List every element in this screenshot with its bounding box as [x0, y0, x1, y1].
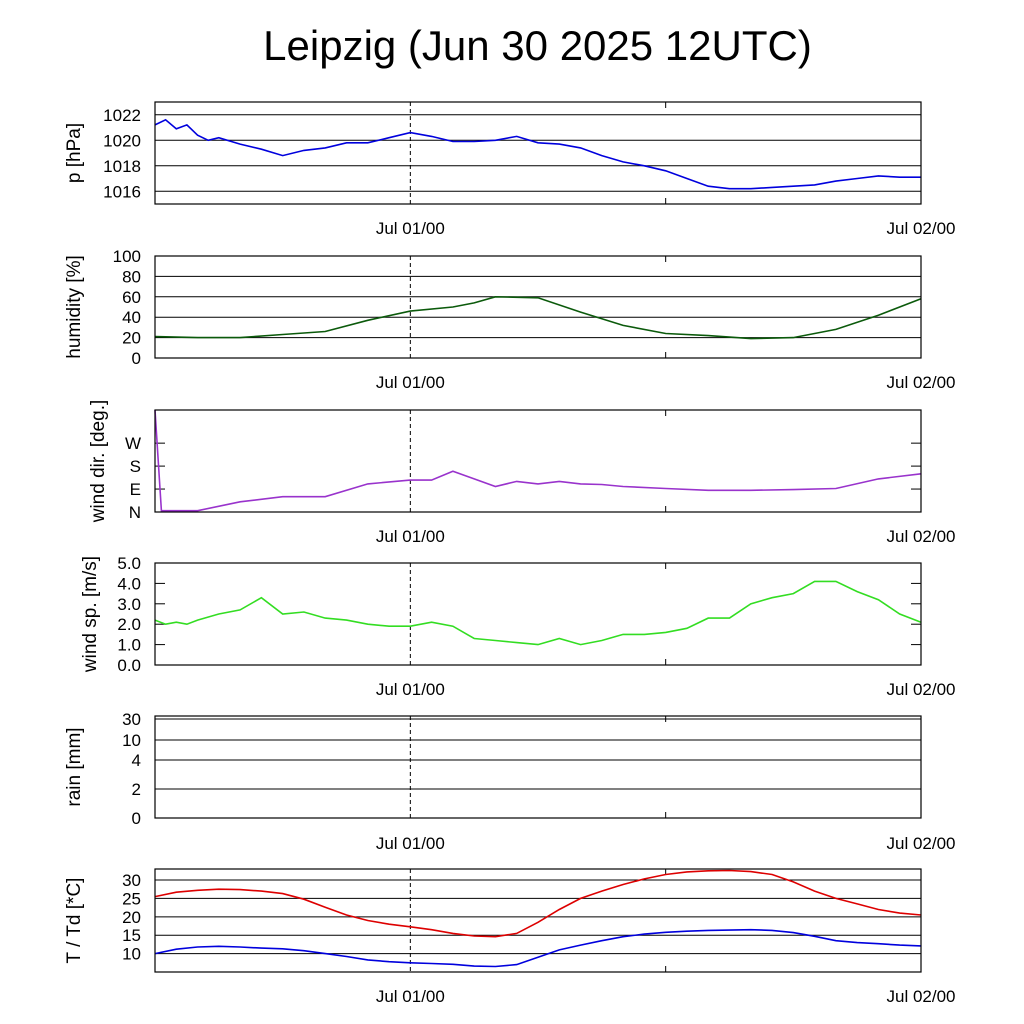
y-tick-label: 100	[113, 247, 141, 266]
y-tick-label: 20	[122, 908, 141, 927]
y-tick-label: 80	[122, 267, 141, 286]
panel-1: 1016 1018 1020 1022 Jul 01/00 Jul 02/00 p [hPa…	[64, 101, 956, 238]
y-tick-label: W	[125, 434, 141, 453]
y-tick-label: N	[129, 503, 141, 522]
y-tick-label: 1018	[103, 157, 141, 176]
panel-4: 0.01.0 2.03.0 4.05.0 Jul 01/00 Jul 02/00 wind…	[80, 554, 956, 699]
y-tick-label: E	[130, 480, 141, 499]
panel-frame	[154, 255, 922, 359]
y-tick-label: 40	[122, 308, 141, 327]
y-tick-label: 4.0	[117, 574, 141, 593]
y-tick-label: 30	[122, 710, 141, 729]
y-axis-label: wind dir. [deg.]	[88, 400, 109, 524]
y-tick-label: 1022	[103, 106, 141, 125]
series-line-1	[154, 580, 922, 646]
panel-frame	[154, 715, 922, 819]
x-tick-label: Jul 02/00	[887, 527, 956, 546]
panel-frame	[154, 409, 922, 513]
y-tick-label: 2	[132, 780, 141, 799]
y-tick-label: 3.0	[117, 595, 141, 614]
x-tick-label: Jul 01/00	[376, 987, 445, 1006]
y-tick-label: 2.0	[117, 615, 141, 634]
y-tick-label: 10	[122, 945, 141, 964]
y-tick-label: 1.0	[117, 636, 141, 655]
y-tick-label: 25	[122, 889, 141, 908]
chart-title: Leipzig (Jun 30 2025 12UTC)	[263, 22, 812, 69]
x-tick-label: Jul 01/00	[376, 834, 445, 853]
panel-frame	[154, 562, 922, 666]
y-tick-label: 1020	[103, 131, 141, 150]
series-line-1	[154, 869, 922, 938]
y-axis-label: T / Td [*C]	[64, 878, 85, 964]
panel-5: 0 2 410 30 Jul 01/00 Jul 02/00 rain [mm]	[64, 710, 956, 853]
series-line-1	[154, 409, 922, 512]
x-tick-label: Jul 01/00	[376, 680, 445, 699]
y-axis-label: humidity [%]	[64, 255, 85, 358]
y-tick-label: 0	[132, 809, 141, 828]
series-line-1	[154, 295, 922, 340]
x-tick-label: Jul 01/00	[376, 527, 445, 546]
panel-frame	[154, 868, 922, 973]
panel-frame	[154, 101, 922, 205]
y-tick-label: 20	[122, 329, 141, 348]
y-tick-label: 0	[132, 349, 141, 368]
x-tick-label: Jul 02/00	[887, 680, 956, 699]
x-tick-label: Jul 01/00	[376, 219, 445, 238]
y-tick-label: 5.0	[117, 554, 141, 573]
x-tick-label: Jul 02/00	[887, 987, 956, 1006]
y-tick-label: 30	[122, 871, 141, 890]
x-tick-label: Jul 02/00	[887, 373, 956, 392]
x-tick-label: Jul 01/00	[376, 373, 445, 392]
y-tick-label: 4	[132, 751, 141, 770]
y-tick-label: S	[130, 457, 141, 476]
y-axis-label: p [hPa]	[64, 123, 85, 183]
series-line-1	[154, 118, 921, 190]
y-axis-label: wind sp. [m/s]	[80, 556, 101, 673]
y-tick-label: 15	[122, 926, 141, 945]
x-tick-label: Jul 02/00	[887, 219, 956, 238]
series-line-2	[154, 928, 922, 968]
y-tick-label: 0.0	[117, 656, 141, 675]
x-tick-label: Jul 02/00	[887, 834, 956, 853]
y-tick-label: 10	[122, 731, 141, 750]
y-tick-label: 1016	[103, 182, 141, 201]
y-axis-label: rain [mm]	[64, 727, 85, 806]
y-tick-label: 60	[122, 288, 141, 307]
